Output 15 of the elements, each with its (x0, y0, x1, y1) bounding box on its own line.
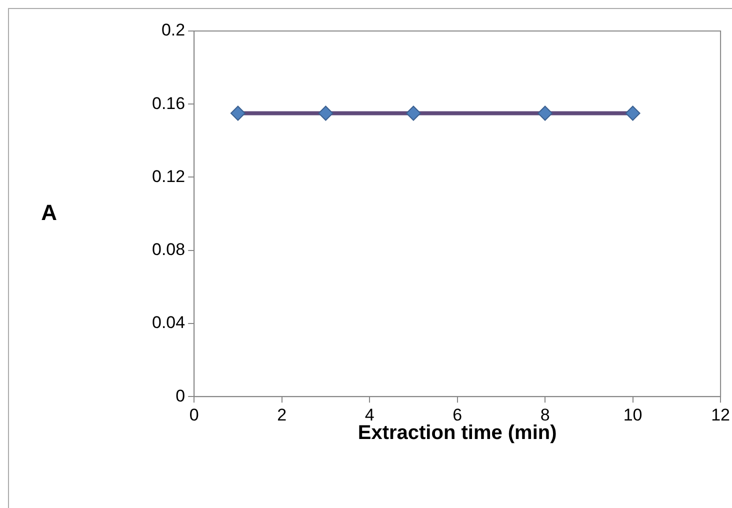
x-tick-label: 8 (540, 405, 550, 424)
y-tick-label: 0.04 (152, 313, 186, 332)
x-tick-label: 4 (364, 405, 374, 424)
y-tick-label: 0.08 (152, 240, 186, 260)
x-tick-label: 10 (623, 405, 642, 424)
x-tick-label: 0 (189, 405, 199, 424)
x-tick-label: 6 (452, 405, 462, 424)
x-tick-label: 2 (277, 405, 287, 424)
x-axis-title: Extraction time (min) (358, 422, 557, 444)
y-tick-label: 0.2 (161, 20, 186, 40)
y-tick-label: 0.16 (152, 94, 186, 113)
y-tick-label: 0 (176, 386, 186, 406)
y-axis-title: A (41, 200, 58, 225)
x-tick-label: 12 (711, 405, 730, 424)
y-tick-label: 0.12 (152, 166, 186, 186)
